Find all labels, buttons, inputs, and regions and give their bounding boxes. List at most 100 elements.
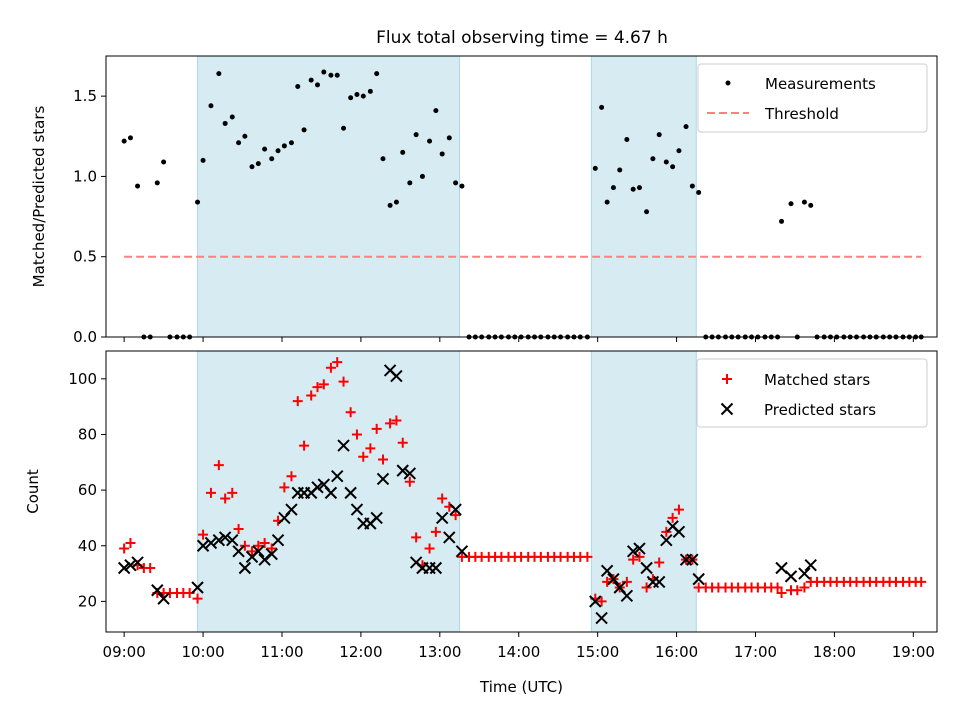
matched-star-point bbox=[279, 482, 290, 493]
measurement-point bbox=[801, 199, 807, 205]
measurement-point bbox=[301, 127, 307, 133]
measurement-point bbox=[650, 156, 656, 162]
predicted-star-point bbox=[157, 592, 170, 605]
measurement-point bbox=[367, 88, 373, 94]
matched-star-point bbox=[634, 551, 645, 562]
predicted-star-point bbox=[252, 545, 265, 558]
predicted-star-point bbox=[672, 525, 686, 539]
matched-star-point bbox=[397, 437, 408, 448]
predicted-star-point bbox=[196, 539, 210, 552]
predicted-star-point bbox=[589, 595, 602, 608]
matched-star-point bbox=[450, 510, 461, 521]
predicted-star-point bbox=[191, 581, 204, 594]
legend: Measurements Threshold bbox=[697, 63, 928, 133]
y-axis-label: Matched/Predicted stars bbox=[30, 106, 48, 288]
measurement-point bbox=[255, 161, 261, 167]
x-axis-ticks: 09:00 10:00 11:00 12:00 13:00 14:00 15:00 16:00… bbox=[103, 632, 935, 661]
matched-star-point bbox=[318, 379, 329, 390]
matched-star-point bbox=[119, 543, 130, 554]
observing-window-1 bbox=[197, 55, 461, 338]
predicted-star-point bbox=[692, 572, 705, 586]
matched-star-point bbox=[916, 576, 927, 587]
y-tick-label: 80 bbox=[78, 425, 97, 443]
measurement-point bbox=[360, 93, 366, 99]
measurement-point bbox=[216, 71, 222, 77]
measurement-point bbox=[236, 140, 242, 146]
predicted-star-point bbox=[271, 533, 285, 547]
y-tick-label: 0.0 bbox=[73, 328, 97, 346]
matched-star-point bbox=[661, 526, 672, 537]
measurement-point bbox=[630, 186, 636, 192]
measurement-point bbox=[808, 202, 814, 208]
y-tick-label: 20 bbox=[78, 592, 97, 610]
matched-star-point bbox=[198, 529, 209, 540]
matched-star-point bbox=[404, 476, 415, 487]
measurement-point bbox=[127, 135, 133, 141]
matched-star-point bbox=[378, 454, 388, 465]
predicted-star-point bbox=[784, 570, 798, 583]
measurement-point bbox=[670, 164, 676, 170]
y-tick-label: 100 bbox=[68, 370, 97, 388]
matched-star-point bbox=[621, 576, 632, 587]
predicted-star-point bbox=[226, 533, 239, 547]
measurement-point bbox=[135, 183, 141, 189]
x-axis-label: Time (UTC) bbox=[479, 678, 563, 696]
measurement-point bbox=[269, 156, 275, 162]
measurement-point bbox=[433, 108, 439, 114]
y-tick-label: 1.5 bbox=[73, 87, 97, 105]
plot-frame bbox=[105, 350, 938, 633]
measurement-point bbox=[663, 159, 669, 165]
matched-star-point bbox=[312, 382, 323, 393]
measurement-point bbox=[439, 151, 445, 157]
matched-star-point bbox=[358, 451, 369, 462]
matched-star-point bbox=[220, 493, 231, 504]
matched-star-point bbox=[299, 440, 310, 451]
predicted-star-point bbox=[686, 553, 699, 566]
measurement-point bbox=[689, 183, 695, 189]
y-tick-label: 60 bbox=[78, 481, 97, 499]
predicted-star-point bbox=[311, 481, 324, 494]
predicted-star-point bbox=[607, 572, 620, 586]
measurement-point bbox=[788, 201, 794, 207]
legend-marker-predicted bbox=[720, 402, 734, 416]
x-tick-label: 19:00 bbox=[892, 643, 935, 661]
matched-star-point bbox=[437, 493, 448, 504]
matched-star-point bbox=[582, 551, 593, 562]
measurement-point bbox=[348, 95, 354, 101]
measurement-point bbox=[154, 180, 160, 186]
matched-star-point bbox=[292, 396, 303, 407]
measurement-point bbox=[644, 209, 650, 215]
matched-star-point bbox=[325, 362, 336, 373]
predicted-star-point bbox=[798, 567, 811, 580]
measurement-point bbox=[459, 183, 465, 189]
chart-title: Flux total observing time = 4.67 h bbox=[376, 28, 668, 48]
measurement-point bbox=[321, 69, 327, 75]
legend-marker-matched bbox=[722, 374, 732, 384]
measurement-point bbox=[446, 135, 452, 141]
measurement-point bbox=[200, 157, 206, 163]
matched-star-point bbox=[596, 596, 607, 607]
predicted-star-point bbox=[376, 472, 390, 486]
predicted-star-point bbox=[595, 611, 608, 625]
matched-star-point bbox=[145, 563, 156, 574]
matched-star-point bbox=[641, 582, 652, 593]
measurement-point bbox=[419, 173, 425, 179]
predicted-star-point bbox=[653, 575, 666, 589]
legend-label-threshold: Threshold bbox=[764, 105, 839, 123]
measurement-point bbox=[413, 132, 419, 138]
predicted-star-point bbox=[443, 531, 456, 544]
matched-star-point bbox=[345, 407, 356, 418]
x-tick-label: 09:00 bbox=[103, 643, 146, 661]
measurement-point bbox=[656, 132, 662, 138]
predicted-star-point bbox=[640, 561, 653, 575]
matched-star-point bbox=[233, 524, 244, 535]
measurement-point bbox=[624, 136, 630, 142]
measurement-point bbox=[636, 185, 642, 191]
matched-star-point bbox=[371, 423, 382, 434]
measurement-point bbox=[341, 125, 347, 131]
measurement-point bbox=[380, 156, 386, 162]
matched-star-point bbox=[351, 429, 362, 440]
measurement-point bbox=[393, 199, 399, 205]
measurement-point bbox=[242, 133, 248, 139]
predicted-star-point bbox=[626, 545, 640, 558]
